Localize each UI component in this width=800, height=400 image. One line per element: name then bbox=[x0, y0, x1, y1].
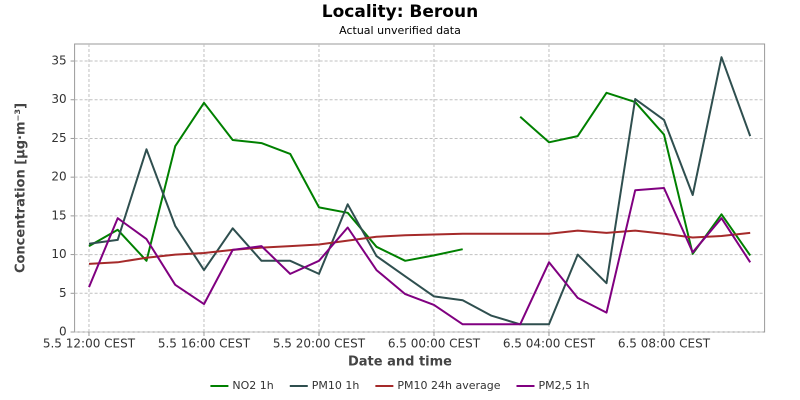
x-tick-label: 6.5 08:00 CEST bbox=[618, 337, 711, 351]
x-tick-label: 6.5 04:00 CEST bbox=[503, 337, 596, 351]
chart-subtitle: Actual unverified data bbox=[339, 24, 461, 37]
legend: NO2 1h PM10 1h PM10 24h average PM2,5 1h bbox=[210, 379, 590, 392]
y-tick-label: 20 bbox=[51, 170, 66, 184]
x-axis-label: Date and time bbox=[348, 355, 452, 370]
y-tick-label: 35 bbox=[51, 54, 66, 68]
y-tick-label: 5 bbox=[59, 286, 67, 300]
series-line bbox=[88, 101, 463, 262]
x-tick-label: 5.5 12:00 CEST bbox=[43, 337, 136, 351]
chart-title: Locality: Beroun bbox=[322, 2, 478, 22]
y-tick-label: 30 bbox=[51, 92, 66, 106]
legend-label: NO2 1h bbox=[232, 379, 273, 392]
plot-area bbox=[74, 43, 766, 333]
series-line bbox=[88, 56, 752, 326]
x-tick-label: 5.5 20:00 CEST bbox=[273, 337, 366, 351]
y-tick-label: 15 bbox=[51, 208, 66, 222]
legend-label: PM10 1h bbox=[312, 379, 360, 392]
y-tick-label: 10 bbox=[51, 247, 66, 261]
x-tick-label: 6.5 00:00 CEST bbox=[388, 337, 481, 351]
x-tick-label: 5.5 16:00 CEST bbox=[158, 337, 251, 351]
series-line bbox=[88, 229, 751, 265]
legend-label: PM10 24h average bbox=[397, 379, 500, 392]
y-axis-label: Concentration [µg·m⁻³] bbox=[14, 103, 29, 273]
y-tick-label: 25 bbox=[51, 131, 66, 145]
series-line bbox=[88, 187, 752, 326]
legend-label: PM2,5 1h bbox=[538, 379, 589, 392]
y-tick-label: 0 bbox=[59, 325, 67, 339]
